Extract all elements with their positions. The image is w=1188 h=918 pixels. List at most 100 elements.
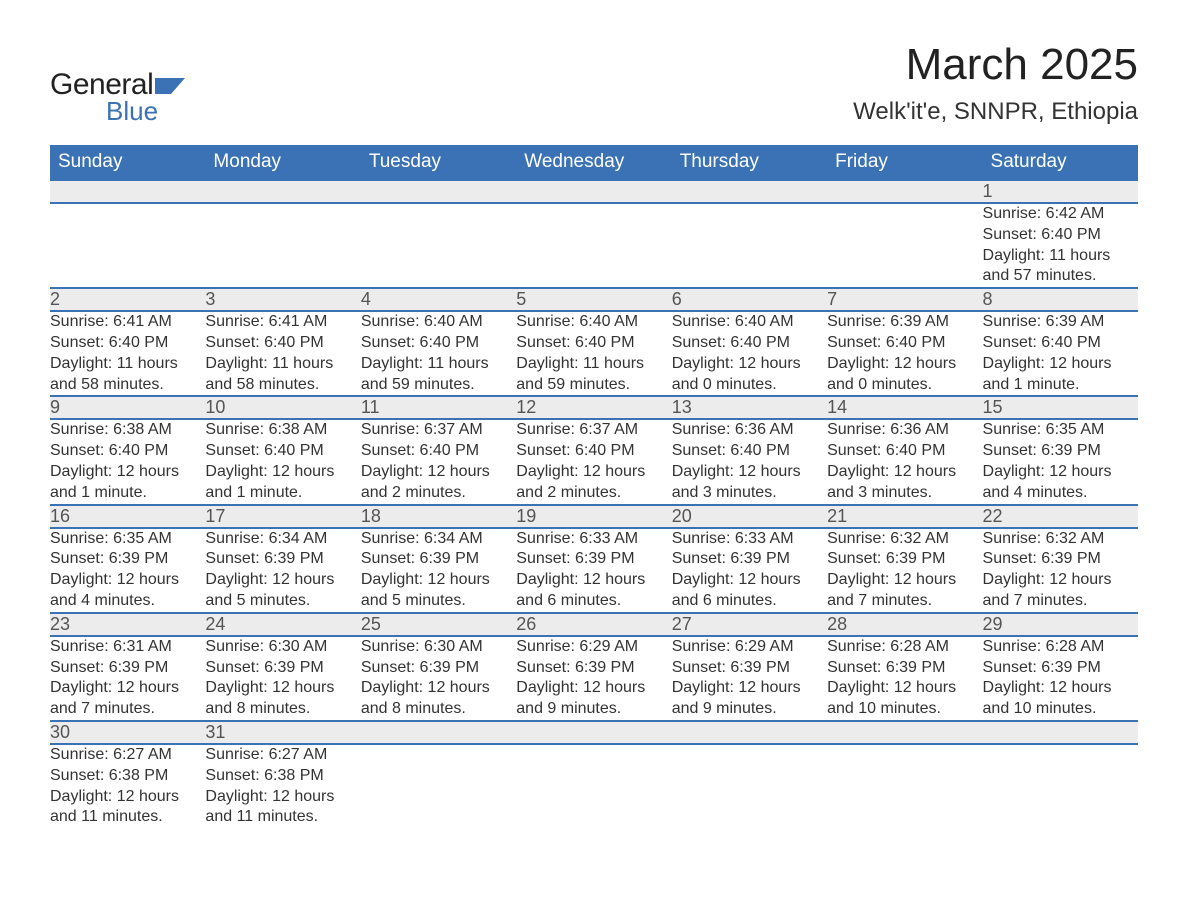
weekday-header: Thursday <box>672 145 827 180</box>
day-data-cell: Sunrise: 6:32 AMSunset: 6:39 PMDaylight:… <box>827 528 982 613</box>
sunset-text: Sunset: 6:40 PM <box>205 441 360 462</box>
daylight-text: Daylight: 11 hours and 59 minutes. <box>361 354 516 396</box>
day-data-cell: Sunrise: 6:34 AMSunset: 6:39 PMDaylight:… <box>205 528 360 613</box>
daylight-text: Daylight: 12 hours and 4 minutes. <box>983 462 1138 504</box>
daylight-text: Daylight: 12 hours and 0 minutes. <box>672 354 827 396</box>
day-number-cell: 2 <box>50 288 205 311</box>
location-text: Welk'it'e, SNNPR, Ethiopia <box>853 98 1138 126</box>
day-data-cell: Sunrise: 6:40 AMSunset: 6:40 PMDaylight:… <box>516 311 671 396</box>
daylight-text: Daylight: 12 hours and 7 minutes. <box>50 678 205 720</box>
day-data-cell: Sunrise: 6:42 AMSunset: 6:40 PMDaylight:… <box>983 203 1138 288</box>
day-data-cell <box>827 203 982 288</box>
weekday-header-row: Sunday Monday Tuesday Wednesday Thursday… <box>50 145 1138 180</box>
sunrise-text: Sunrise: 6:30 AM <box>361 637 516 658</box>
daylight-text: Daylight: 11 hours and 58 minutes. <box>50 354 205 396</box>
header: General Blue March 2025 Welk'it'e, SNNPR… <box>50 40 1138 127</box>
daylight-text: Daylight: 12 hours and 6 minutes. <box>672 570 827 612</box>
day-data-cell: Sunrise: 6:28 AMSunset: 6:39 PMDaylight:… <box>983 636 1138 721</box>
day-number-cell: 5 <box>516 288 671 311</box>
day-number-cell: 9 <box>50 396 205 419</box>
daydata-row: Sunrise: 6:38 AMSunset: 6:40 PMDaylight:… <box>50 419 1138 504</box>
daylight-text: Daylight: 12 hours and 5 minutes. <box>205 570 360 612</box>
day-number-cell: 1 <box>983 180 1138 203</box>
day-data-cell: Sunrise: 6:41 AMSunset: 6:40 PMDaylight:… <box>205 311 360 396</box>
daydata-row: Sunrise: 6:35 AMSunset: 6:39 PMDaylight:… <box>50 528 1138 613</box>
day-number-cell: 24 <box>205 613 360 636</box>
day-number-cell: 22 <box>983 505 1138 528</box>
daylight-text: Daylight: 12 hours and 11 minutes. <box>50 787 205 829</box>
daylight-text: Daylight: 12 hours and 2 minutes. <box>516 462 671 504</box>
title-block: March 2025 Welk'it'e, SNNPR, Ethiopia <box>853 40 1138 126</box>
sunrise-text: Sunrise: 6:38 AM <box>205 420 360 441</box>
day-number-cell: 10 <box>205 396 360 419</box>
daydata-row: Sunrise: 6:42 AMSunset: 6:40 PMDaylight:… <box>50 203 1138 288</box>
daylight-text: Daylight: 12 hours and 2 minutes. <box>361 462 516 504</box>
logo-text-blue: Blue <box>106 96 158 127</box>
day-number-cell <box>516 721 671 744</box>
day-data-cell: Sunrise: 6:35 AMSunset: 6:39 PMDaylight:… <box>983 419 1138 504</box>
daylight-text: Daylight: 12 hours and 7 minutes. <box>983 570 1138 612</box>
daylight-text: Daylight: 12 hours and 9 minutes. <box>516 678 671 720</box>
day-number-cell <box>50 180 205 203</box>
sunrise-text: Sunrise: 6:27 AM <box>50 745 205 766</box>
day-number-cell: 12 <box>516 396 671 419</box>
sunset-text: Sunset: 6:40 PM <box>361 333 516 354</box>
day-data-cell: Sunrise: 6:33 AMSunset: 6:39 PMDaylight:… <box>516 528 671 613</box>
day-data-cell <box>516 744 671 828</box>
daylight-text: Daylight: 12 hours and 3 minutes. <box>672 462 827 504</box>
day-number-cell: 15 <box>983 396 1138 419</box>
day-data-cell: Sunrise: 6:30 AMSunset: 6:39 PMDaylight:… <box>205 636 360 721</box>
sunrise-text: Sunrise: 6:34 AM <box>361 529 516 550</box>
sunrise-text: Sunrise: 6:33 AM <box>672 529 827 550</box>
sunrise-text: Sunrise: 6:40 AM <box>516 312 671 333</box>
sunset-text: Sunset: 6:40 PM <box>983 333 1138 354</box>
sunset-text: Sunset: 6:40 PM <box>983 225 1138 246</box>
day-data-cell: Sunrise: 6:39 AMSunset: 6:40 PMDaylight:… <box>983 311 1138 396</box>
day-number-cell: 8 <box>983 288 1138 311</box>
sunset-text: Sunset: 6:39 PM <box>50 658 205 679</box>
sunrise-text: Sunrise: 6:36 AM <box>672 420 827 441</box>
day-data-cell: Sunrise: 6:39 AMSunset: 6:40 PMDaylight:… <box>827 311 982 396</box>
daylight-text: Daylight: 12 hours and 10 minutes. <box>983 678 1138 720</box>
day-data-cell: Sunrise: 6:37 AMSunset: 6:40 PMDaylight:… <box>361 419 516 504</box>
day-data-cell: Sunrise: 6:30 AMSunset: 6:39 PMDaylight:… <box>361 636 516 721</box>
day-data-cell: Sunrise: 6:38 AMSunset: 6:40 PMDaylight:… <box>205 419 360 504</box>
sunrise-text: Sunrise: 6:35 AM <box>983 420 1138 441</box>
sunset-text: Sunset: 6:40 PM <box>827 441 982 462</box>
weekday-header: Tuesday <box>361 145 516 180</box>
sunset-text: Sunset: 6:39 PM <box>672 658 827 679</box>
day-data-cell: Sunrise: 6:40 AMSunset: 6:40 PMDaylight:… <box>672 311 827 396</box>
sunrise-text: Sunrise: 6:32 AM <box>983 529 1138 550</box>
day-number-cell: 19 <box>516 505 671 528</box>
day-number-cell: 17 <box>205 505 360 528</box>
sunset-text: Sunset: 6:39 PM <box>983 658 1138 679</box>
sunrise-text: Sunrise: 6:34 AM <box>205 529 360 550</box>
flag-icon <box>155 72 185 94</box>
daydata-row: Sunrise: 6:41 AMSunset: 6:40 PMDaylight:… <box>50 311 1138 396</box>
day-number-cell <box>827 180 982 203</box>
daylight-text: Daylight: 11 hours and 57 minutes. <box>983 246 1138 288</box>
sunset-text: Sunset: 6:40 PM <box>50 441 205 462</box>
day-data-cell: Sunrise: 6:33 AMSunset: 6:39 PMDaylight:… <box>672 528 827 613</box>
day-data-cell <box>50 203 205 288</box>
day-number-cell: 16 <box>50 505 205 528</box>
sunset-text: Sunset: 6:40 PM <box>50 333 205 354</box>
day-number-cell: 13 <box>672 396 827 419</box>
day-number-cell: 7 <box>827 288 982 311</box>
daylight-text: Daylight: 12 hours and 10 minutes. <box>827 678 982 720</box>
sunset-text: Sunset: 6:39 PM <box>827 549 982 570</box>
sunrise-text: Sunrise: 6:39 AM <box>983 312 1138 333</box>
sunset-text: Sunset: 6:39 PM <box>983 441 1138 462</box>
day-number-cell: 3 <box>205 288 360 311</box>
day-number-cell: 30 <box>50 721 205 744</box>
daylight-text: Daylight: 12 hours and 8 minutes. <box>205 678 360 720</box>
day-data-cell: Sunrise: 6:36 AMSunset: 6:40 PMDaylight:… <box>827 419 982 504</box>
day-number-cell <box>983 721 1138 744</box>
day-data-cell: Sunrise: 6:27 AMSunset: 6:38 PMDaylight:… <box>205 744 360 828</box>
day-data-cell <box>361 744 516 828</box>
sunrise-text: Sunrise: 6:29 AM <box>672 637 827 658</box>
sunset-text: Sunset: 6:39 PM <box>516 658 671 679</box>
page-title: March 2025 <box>853 40 1138 90</box>
sunset-text: Sunset: 6:40 PM <box>672 333 827 354</box>
day-data-cell <box>516 203 671 288</box>
